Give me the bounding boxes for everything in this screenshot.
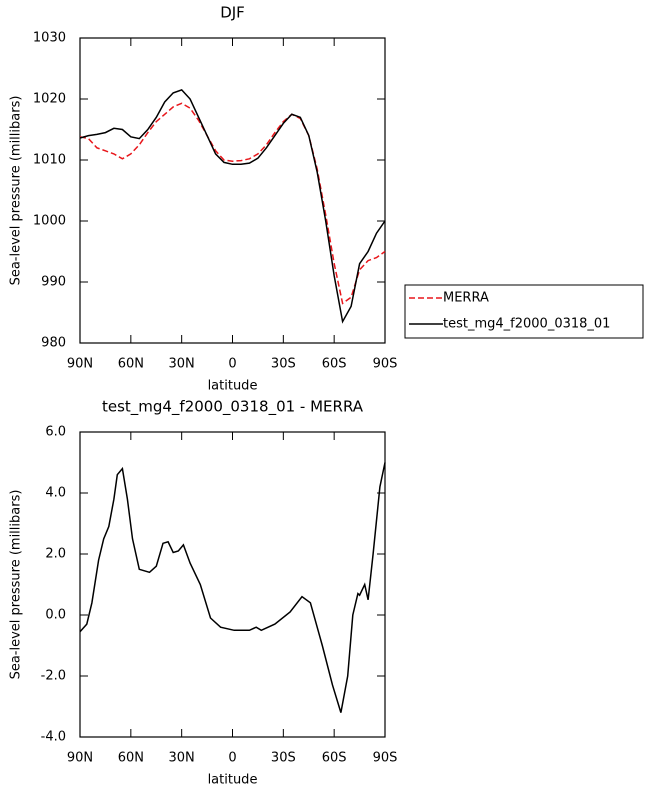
legend-box [404, 284, 644, 339]
y-axis-label: Sea-level pressure (millibars) [9, 490, 24, 680]
chart-title: test_mg4_f2000_0318_01 - MERRA [102, 398, 364, 417]
y-tick-label: -4.0 [41, 730, 66, 745]
x-tick-label: 60N [118, 751, 144, 766]
x-tick-label: 0 [228, 751, 236, 766]
y-tick-label: -2.0 [41, 669, 66, 684]
x-tick-label: 90S [373, 357, 398, 372]
legend-label: MERRA [443, 291, 489, 306]
y-tick-label: 980 [41, 336, 66, 351]
y-tick-label: 1020 [33, 92, 66, 107]
y-tick-label: 4.0 [45, 486, 66, 501]
x-tick-label: 30S [271, 357, 296, 372]
y-tick-label: 990 [41, 275, 66, 290]
x-tick-label: 90N [67, 357, 93, 372]
y-tick-label: 1030 [33, 31, 66, 46]
y-tick-label: 0.0 [45, 608, 66, 623]
x-tick-label: 30N [169, 357, 195, 372]
chart-title: DJF [220, 4, 245, 22]
y-tick-label: 1010 [33, 153, 66, 168]
x-axis-label: latitude [208, 773, 258, 788]
x-tick-label: 90N [67, 751, 93, 766]
x-tick-label: 90S [373, 751, 398, 766]
x-tick-label: 60S [322, 751, 347, 766]
data-line [79, 89, 386, 324]
plot-frame [79, 37, 386, 344]
plot-frame [79, 431, 386, 738]
x-axis-label: latitude [208, 379, 258, 394]
y-axis-label: Sea-level pressure (millibars) [9, 96, 24, 286]
legend: MERRA test_mg4_f2000_0318_01 [404, 284, 644, 339]
x-tick-label: 30N [169, 751, 195, 766]
x-tick-label: 60S [322, 357, 347, 372]
x-tick-label: 30S [271, 751, 296, 766]
x-tick-label: 60N [118, 357, 144, 372]
y-tick-label: 6.0 [45, 425, 66, 440]
legend-label: test_mg4_f2000_0318_01 [443, 317, 610, 332]
y-tick-label: 1000 [33, 214, 66, 229]
x-tick-label: 0 [228, 357, 236, 372]
y-tick-label: 2.0 [45, 547, 66, 562]
data-line [79, 462, 386, 713]
data-line [79, 102, 386, 305]
